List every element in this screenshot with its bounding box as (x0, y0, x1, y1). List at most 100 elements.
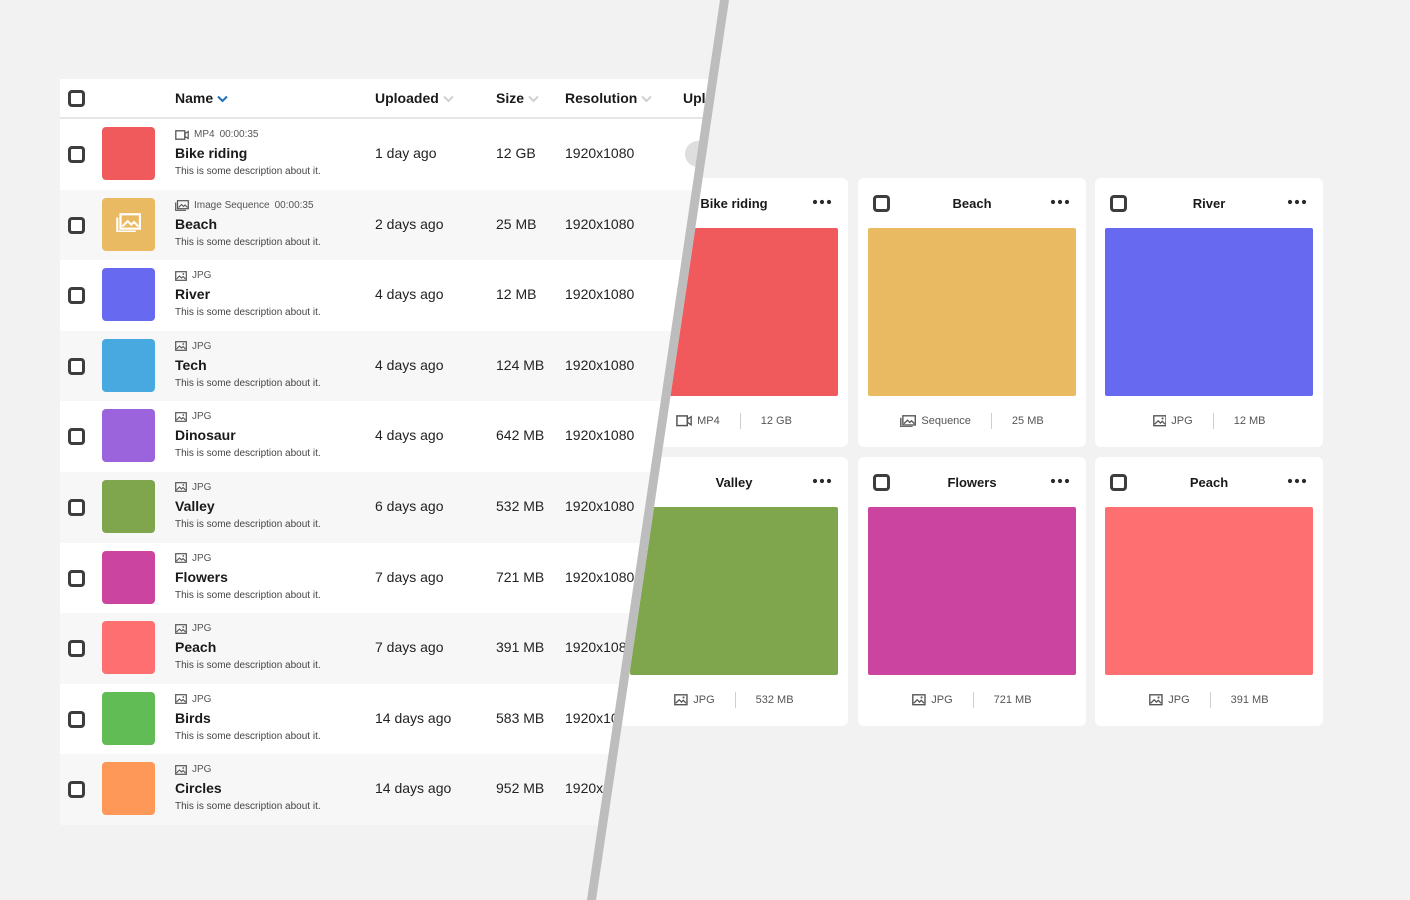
file-type: JPG (192, 481, 212, 493)
column-header-upl[interactable]: Upl (683, 90, 706, 106)
card-checkbox[interactable] (1110, 474, 1127, 491)
image-icon (175, 694, 187, 705)
footer-divider (739, 413, 741, 429)
row-checkbox[interactable] (68, 640, 85, 658)
card-footer: JPG 532 MB (620, 692, 848, 708)
media-card[interactable]: Flowers JPG 721 MB (858, 457, 1086, 726)
more-options-icon[interactable] (1050, 473, 1070, 489)
image-stack-icon (900, 414, 917, 428)
file-meta: MP4 00:00:35 (175, 129, 259, 140)
file-type: JPG (192, 411, 212, 423)
uploaded-value: 7 days ago (375, 568, 444, 585)
file-title: Dinosaur (175, 427, 236, 444)
media-card[interactable]: River JPG 12 MB (1095, 178, 1323, 447)
row-checkbox[interactable] (68, 781, 85, 799)
card-title: Peach (1189, 475, 1229, 490)
card-title: River (1192, 196, 1226, 211)
more-options-icon[interactable] (812, 194, 832, 210)
file-title: Birds (175, 709, 211, 726)
file-title: Bike riding (175, 145, 248, 161)
row-checkbox[interactable] (68, 569, 85, 587)
media-card[interactable]: Beach Sequence 25 MB (858, 178, 1086, 447)
card-checkbox[interactable] (1110, 195, 1127, 212)
card-preview[interactable] (868, 228, 1076, 396)
image-icon (1149, 694, 1164, 706)
column-header-uploaded[interactable]: Uploaded (375, 79, 454, 117)
thumbnail[interactable] (102, 550, 155, 604)
size-value: 952 MB (496, 780, 545, 797)
thumbnail[interactable] (102, 479, 155, 533)
thumbnail[interactable] (102, 409, 155, 463)
card-type: Sequence (900, 414, 971, 428)
more-options-icon[interactable] (1287, 194, 1307, 210)
file-type: JPG (192, 764, 212, 776)
table-row[interactable]: JPG Peach This is some description about i… (60, 613, 727, 684)
file-description: This is some description about it. (175, 236, 321, 248)
row-checkbox[interactable] (68, 216, 85, 234)
column-header-resolution[interactable]: Resolution (565, 79, 653, 117)
card-preview[interactable] (1105, 228, 1313, 396)
card-footer: MP4 12 GB (620, 413, 848, 429)
table-row[interactable]: JPG Valley This is some description about … (60, 471, 727, 543)
card-title: Flowers (947, 475, 997, 490)
size-value: 25 MB (496, 215, 537, 232)
row-checkbox[interactable] (68, 428, 85, 446)
card-preview[interactable] (1105, 507, 1313, 675)
image-icon (175, 270, 187, 281)
card-title: Beach (952, 196, 992, 211)
chevron-down-icon (217, 96, 228, 103)
table-row[interactable]: JPG Flowers This is some description about… (60, 542, 727, 614)
table-row[interactable]: JPG River This is some description about i… (60, 260, 727, 331)
column-header-name[interactable]: Name (175, 79, 228, 117)
thumbnail[interactable] (102, 268, 155, 322)
row-checkbox[interactable] (68, 710, 85, 728)
thumbnail[interactable] (102, 127, 155, 180)
thumbnail[interactable] (102, 762, 155, 816)
card-checkbox[interactable] (873, 195, 890, 212)
size-value: 12 GB (496, 145, 536, 161)
size-value: 124 MB (496, 356, 545, 373)
column-header-size-label: Size (496, 90, 525, 106)
table-row[interactable]: Image Sequence 00:00:35 Beach This is some … (60, 189, 727, 261)
resolution-value: 1920x1080 (565, 215, 635, 232)
image-icon (175, 623, 187, 634)
thumbnail[interactable] (102, 621, 155, 675)
card-preview[interactable] (630, 507, 838, 675)
file-title: Peach (175, 639, 217, 656)
column-header-size[interactable]: Size (496, 79, 539, 117)
card-title: Bike riding (700, 196, 768, 211)
table-row[interactable]: MP4 00:00:35 Bike riding This is some descr… (60, 119, 727, 190)
file-type: JPG (192, 693, 212, 705)
card-preview[interactable] (868, 507, 1076, 675)
uploaded-value: 14 days ago (375, 709, 452, 726)
card-title: Valley (715, 475, 753, 490)
thumbnail[interactable] (102, 338, 155, 392)
more-options-icon[interactable] (1050, 194, 1070, 210)
row-checkbox[interactable] (68, 287, 85, 305)
resolution-value: 1920x1080 (565, 639, 635, 656)
row-checkbox[interactable] (68, 357, 85, 375)
thumbnail[interactable] (102, 197, 155, 251)
media-card[interactable]: Valley JPG 532 MB (620, 457, 848, 726)
image-icon (1152, 415, 1167, 427)
row-checkbox[interactable] (68, 498, 85, 516)
table-row[interactable]: JPG Dinosaur This is some description abou… (60, 401, 727, 472)
file-description: This is some description about it. (175, 589, 321, 601)
file-description: This is some description about it. (175, 307, 321, 319)
more-options-icon[interactable] (1287, 473, 1307, 489)
resolution-value: 1920x1080 (565, 568, 635, 585)
thumbnail[interactable] (102, 691, 155, 745)
table-row[interactable]: JPG Tech This is some description about it… (60, 330, 727, 402)
card-checkbox[interactable] (873, 474, 890, 491)
video-icon (175, 129, 189, 140)
file-meta: JPG (175, 482, 211, 493)
resolution-value: 1920x1080 (565, 286, 635, 303)
more-options-icon[interactable] (812, 473, 832, 489)
file-meta: JPG (175, 270, 211, 281)
select-all-checkbox[interactable] (68, 90, 85, 107)
size-value: 721 MB (496, 568, 545, 585)
media-card[interactable]: Peach JPG 391 MB (1095, 457, 1323, 726)
file-duration: 00:00:35 (274, 199, 314, 211)
row-checkbox[interactable] (68, 146, 85, 163)
